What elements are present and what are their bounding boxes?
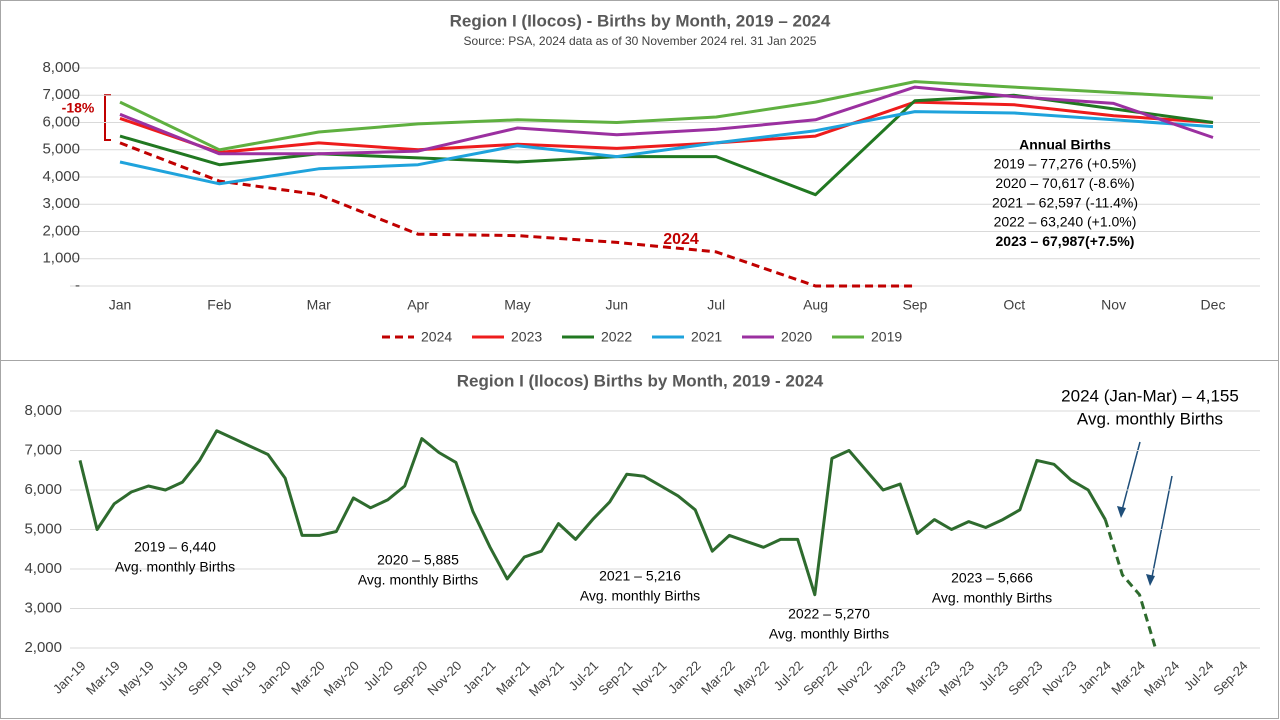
x-tick-label: Nov-19 [219,658,259,698]
x-tick-label: Feb [207,297,231,313]
chart-subtitle: Source: PSA, 2024 data as of 30 November… [464,34,817,48]
x-tick-label: Oct [1003,297,1025,313]
annotation: 2020 – 5,885 [377,552,459,568]
y-tick-label: - [75,277,80,294]
y-tick-label: 6,000 [24,481,62,498]
x-tick-label: Nov-21 [629,658,669,698]
series-line [119,85,1214,156]
x-tick-label: Sep-24 [1210,658,1250,698]
y-tick-label: 2,000 [24,639,62,656]
y-tick-label: 5,000 [42,141,80,158]
panel-frame [0,360,1279,719]
x-tick-label: Mar-24 [1108,658,1148,698]
y-tick-label: 4,000 [24,560,62,577]
annotation: Avg. monthly Births [769,626,889,642]
annotation: 2024 [663,231,699,248]
x-tick-label: Mar-23 [903,658,943,698]
annotation-line: 2021 – 62,597 (-11.4%) [992,194,1138,210]
x-tick-label: Sep-19 [185,658,225,698]
x-tick-label: Nov [1101,297,1126,313]
legend-label: 2021 [691,329,722,345]
y-tick-label: 5,000 [24,520,62,537]
x-tick-label: Mar-21 [493,658,533,698]
series-line [78,429,1107,597]
annotation-line: 2020 – 70,617 (-8.6%) [995,175,1134,191]
annotation-line: 2023 – 67,987(+7.5%) [996,233,1135,249]
series-line [1103,519,1157,648]
y-tick-label: 1,000 [42,250,80,267]
x-tick-label: Jan-19 [50,658,89,697]
x-tick-label: Jan-24 [1075,658,1114,697]
y-tick-label: 8,000 [24,402,62,419]
x-tick-label: Jan-22 [665,658,704,697]
annotation: Avg. monthly Births [358,572,478,588]
annotation: Avg. monthly Births [1077,409,1223,428]
x-tick-label: Mar-20 [288,658,328,698]
annotation: 2023 – 5,666 [951,570,1033,586]
legend-label: 2023 [511,329,542,345]
x-tick-label: May-19 [116,658,157,699]
chart-title: Region I (Ilocos) - Births by Month, 201… [450,11,831,30]
x-tick-label: May-21 [526,658,567,699]
x-tick-label: Apr [407,297,429,313]
annotation: Avg. monthly Births [115,559,235,575]
x-tick-label: Sep-23 [1005,658,1045,698]
y-tick-label: 3,000 [42,195,80,212]
x-tick-label: Jul [707,297,725,313]
annotation-line: 2022 – 63,240 (+1.0%) [994,214,1137,230]
y-tick-label: 7,000 [24,441,62,458]
x-tick-label: May [504,297,530,313]
annotation: 2024 (Jan-Mar) – 4,155 [1061,386,1239,405]
x-tick-label: Sep-21 [595,658,635,698]
annotation-title: Annual Births [1019,137,1111,153]
annotation: -18% [62,100,95,116]
series-line [119,80,1214,152]
x-tick-label: May-20 [321,658,362,699]
y-tick-label: 8,000 [42,59,80,76]
legend-label: 2019 [871,329,902,345]
y-tick-label: 3,000 [24,599,62,616]
x-tick-label: May-23 [936,658,977,699]
annotation: Avg. monthly Births [580,588,700,604]
annotation-line: 2019 – 77,276 (+0.5%) [994,156,1137,172]
arrow-head [1146,574,1155,586]
x-tick-label: Sep-22 [800,658,840,698]
annotation: 2019 – 6,440 [134,539,216,555]
annotation: 2022 – 5,270 [788,606,870,622]
legend-label: 2024 [421,329,452,345]
x-tick-label: Jan-23 [870,658,909,697]
y-tick-label: 6,000 [42,113,80,130]
x-tick-label: Mar-22 [698,658,738,698]
series-line [119,141,915,288]
x-tick-label: Jun [606,297,629,313]
x-tick-label: Dec [1201,297,1226,313]
x-tick-label: Aug [803,297,828,313]
x-tick-label: Mar [307,297,331,313]
arrow-head [1117,506,1126,518]
y-tick-label: 7,000 [42,86,80,103]
chart-title: Region I (Ilocos) Births by Month, 2019 … [457,371,824,390]
x-tick-label: Nov-22 [834,658,874,698]
x-tick-label: May-22 [731,658,772,699]
arrow [1120,441,1141,515]
legend-label: 2020 [781,329,812,345]
y-tick-label: 4,000 [42,168,80,185]
x-tick-label: Nov-20 [424,658,464,698]
bracket [104,94,111,141]
x-tick-label: Jan [109,297,132,313]
y-tick-label: 2,000 [42,222,80,239]
series-line [119,100,1214,154]
x-tick-label: Sep-20 [390,658,430,698]
x-tick-label: Jan-21 [460,658,499,697]
x-tick-label: Mar-19 [83,658,123,698]
x-tick-label: Jan-20 [255,658,294,697]
x-tick-label: Nov-23 [1039,658,1079,698]
legend-label: 2022 [601,329,632,345]
annotation: 2021 – 5,216 [599,568,681,584]
x-tick-label: May-24 [1141,658,1182,699]
series-line [119,110,1214,186]
annotation: Avg. monthly Births [932,590,1052,606]
x-tick-label: Sep [902,297,927,313]
